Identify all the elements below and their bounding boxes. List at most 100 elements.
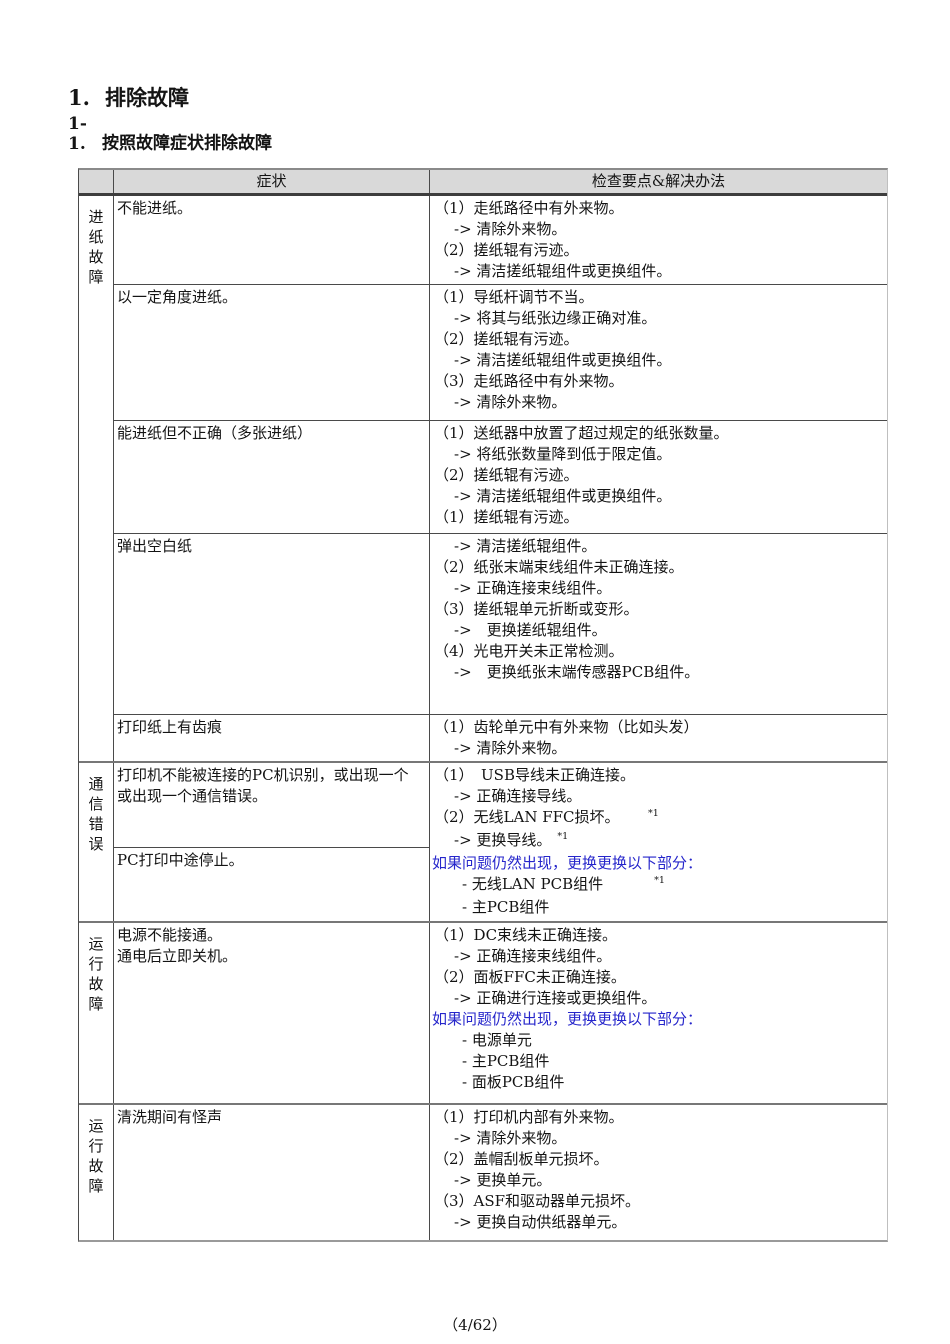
section-subtitle-number: 1-1. — [68, 114, 87, 154]
solution-line-text: -> 清洁搓纸辊组件。 — [454, 537, 597, 556]
category-char: 行 — [88, 1137, 104, 1156]
solution-line: （3）走纸路径中有外来物。 — [431, 371, 883, 392]
symptom-line: 清洗期间有怪声 — [117, 1108, 223, 1127]
solution-line-text: 如果问题仍然出现，更换更换以下部分： — [432, 854, 703, 873]
solution-line-text: -> 更换导线。 — [454, 831, 552, 850]
category-char: 故 — [88, 975, 104, 994]
solution-line: （2）面板FFC未正确连接。 — [431, 967, 883, 988]
table-row: 不能进纸。 （1）走纸路径中有外来物。 -> 清除外来物。 （2）搓纸辊有污迹。 -> … — [114, 196, 887, 286]
solution-line-text: （1）走纸路径中有外来物。 — [434, 199, 624, 218]
solution-line-text: -> 清除外来物。 — [454, 1129, 567, 1148]
solution-line: 如果问题仍然出现，更换更换以下部分： — [431, 853, 883, 874]
symptom-line: 不能进纸。 — [117, 199, 193, 218]
solution-line-text: （3）ASF和驱动器单元损坏。 — [434, 1192, 641, 1211]
solution-line-text: （2）搓纸辊有污迹。 — [434, 330, 579, 349]
symptom-line: 弹出空白纸 — [117, 537, 193, 556]
solution-line-text: -> 更换单元。 — [454, 1171, 552, 1190]
table-body: 进纸故障不能进纸。 （1）走纸路径中有外来物。 -> 清除外来物。 （2）搓纸辊有污迹… — [79, 196, 887, 1241]
solution-line-text: - 主PCB组件 — [462, 1052, 550, 1071]
symptom-line: 打印机不能被连接的PC机识别，或出现一个 — [117, 766, 409, 785]
footnote-marker: *1 — [648, 808, 659, 820]
section-rows: 打印机不能被连接的PC机识别，或出现一个 或出现一个通信错误。 PC打印中途停止。 （… — [114, 763, 887, 922]
page-title-number: 1. — [68, 85, 90, 110]
category-char: 运 — [88, 935, 104, 954]
solution-cell: （1） USB导线未正确连接。 -> 正确连接导线。 （2）无线LAN FFC损坏。… — [430, 763, 887, 921]
solution-line-text: -> 将纸张数量降到低于限定值。 — [454, 445, 672, 464]
solution-line: -> 更换自动供纸器单元。 — [431, 1212, 883, 1233]
solution-line-text: （2）纸张末端束线组件未正确连接。 — [434, 558, 684, 577]
solution-line-text: -> 将其与纸张边缘正确对准。 — [454, 309, 657, 328]
table-section: 通信错误打印机不能被连接的PC机识别，或出现一个 或出现一个通信错误。 PC打印中途… — [79, 763, 887, 924]
symptom-header-cell: 症状 — [114, 170, 430, 194]
solution-cell: -> 清洁搓纸辊组件。 （2）纸张末端束线组件未正确连接。 -> 正确连接束线组件。… — [430, 534, 887, 714]
solution-line: -> 正确连接束线组件。 — [431, 578, 883, 599]
symptom-line: 电源不能接通。 — [117, 926, 223, 945]
table-header-row: 症状 检查要点&解决办法 — [79, 170, 887, 197]
solution-line: -> 更换单元。 — [431, 1170, 883, 1191]
table-section: 运行故障电源不能接通。 通电后立即关机。 （1）DC束线未正确连接。 -> 正确连接束… — [79, 923, 887, 1106]
symptom-cell: 清洗期间有怪声 — [114, 1105, 430, 1241]
section-rows: 清洗期间有怪声 （1）打印机内部有外来物。 -> 清除外来物。 （2）盖帽刮板单元损坏… — [114, 1105, 887, 1241]
category-char: 错 — [88, 815, 104, 834]
table-row: 能进纸但不正确（多张进纸） （1）送纸器中放置了超过规定的纸张数量。 -> 将纸张数… — [114, 421, 887, 535]
category-char: 误 — [88, 835, 104, 854]
solution-line-text: - 无线LAN PCB组件 — [462, 875, 649, 894]
solution-line: -> 清洁搓纸辊组件或更换组件。 — [431, 486, 883, 507]
symptom-cell: 以一定角度进纸。 — [114, 285, 430, 421]
solution-line: -> 将其与纸张边缘正确对准。 — [431, 308, 883, 329]
solution-line: （3）搓纸辊单元折断或变形。 — [431, 599, 883, 620]
category-label: 运行故障 — [79, 1105, 114, 1241]
solution-line-text: -> 清除外来物。 — [454, 393, 567, 412]
symptom-line: PC打印中途停止。 — [117, 851, 244, 870]
solution-line: （2）纸张末端束线组件未正确连接。 — [431, 557, 883, 578]
solution-line: （1）DC束线未正确连接。 — [431, 925, 883, 946]
solution-line-text: -> 正确连接导线。 — [454, 787, 582, 806]
category-char: 行 — [88, 955, 104, 974]
solution-line: （1） USB导线未正确连接。 — [431, 765, 883, 786]
solution-line-text: （4）光电开关未正常检测。 — [434, 642, 624, 661]
category-char: 故 — [88, 1157, 104, 1176]
solution-line: -> 更换导线。 *1 — [431, 830, 883, 853]
table-row: 清洗期间有怪声 （1）打印机内部有外来物。 -> 清除外来物。 （2）盖帽刮板单元损坏… — [114, 1105, 887, 1241]
page-title-text: 排除故障 — [105, 85, 189, 110]
solution-line-text: - 主PCB组件 — [462, 898, 550, 917]
solution-line-text: -> 清除外来物。 — [454, 739, 567, 758]
symptom-cell: PC打印中途停止。 — [114, 848, 429, 921]
solution-line-text: （2）面板FFC未正确连接。 — [434, 968, 626, 987]
symptom-cell: 不能进纸。 — [114, 196, 430, 285]
category-header-cell — [79, 170, 114, 194]
symptom-cell: 打印机不能被连接的PC机识别，或出现一个 或出现一个通信错误。 — [114, 763, 429, 849]
solution-line: -> 清洁搓纸辊组件或更换组件。 — [431, 350, 883, 371]
solution-line-text: -> 清洁搓纸辊组件或更换组件。 — [454, 351, 672, 370]
solution-line: -> 清除外来物。 — [431, 1128, 883, 1149]
solution-line: -> 正确连接束线组件。 — [431, 946, 883, 967]
footnote-marker: *1 — [557, 831, 569, 843]
category-char: 进 — [88, 208, 104, 227]
solution-line-text: -> 清除外来物。 — [454, 220, 567, 239]
symptom-cell: 打印纸上有齿痕 — [114, 715, 430, 762]
solution-line-text: -> 正确连接束线组件。 — [454, 579, 612, 598]
footnote-marker: *1 — [654, 875, 665, 887]
solution-line: （2）搓纸辊有污迹。 — [431, 240, 883, 261]
solution-cell: （1）送纸器中放置了超过规定的纸张数量。 -> 将纸张数量降到低于限定值。 （2）搓… — [430, 421, 887, 533]
solution-line-text: （1）打印机内部有外来物。 — [434, 1108, 624, 1127]
category-label: 通信错误 — [79, 763, 114, 922]
solution-cell: （1）DC束线未正确连接。 -> 正确连接束线组件。 （2）面板FFC未正确连接。 -… — [430, 923, 887, 1103]
solution-cell: （1）走纸路径中有外来物。 -> 清除外来物。 （2）搓纸辊有污迹。 -> 清洁搓纸辊… — [430, 196, 887, 284]
symptom-line: 能进纸但不正确（多张进纸） — [117, 424, 313, 443]
solution-cell: （1）齿轮单元中有外来物（比如头发） -> 清除外来物。 — [430, 715, 887, 761]
solution-cell: （1）导纸杆调节不当。 -> 将其与纸张边缘正确对准。 （2）搓纸辊有污迹。 -> 清… — [430, 285, 887, 420]
page-title: 1. 排除故障 — [68, 85, 950, 110]
symptom-line: 或出现一个通信错误。 — [117, 787, 268, 806]
solution-line: -> 更换纸张末端传感器PCB组件。 — [431, 662, 883, 683]
category-char: 障 — [88, 995, 104, 1014]
solution-line-text: （2）搓纸辊有污迹。 — [434, 466, 579, 485]
solution-line: - 主PCB组件 — [431, 897, 883, 918]
solution-line-text: - 电源单元 — [462, 1031, 532, 1050]
category-char: 障 — [88, 268, 104, 287]
solution-line-text: （3）走纸路径中有外来物。 — [434, 372, 624, 391]
page-number: （4/62） — [443, 1316, 507, 1335]
category-char: 故 — [88, 248, 104, 267]
solution-line: （2）搓纸辊有污迹。 — [431, 329, 883, 350]
